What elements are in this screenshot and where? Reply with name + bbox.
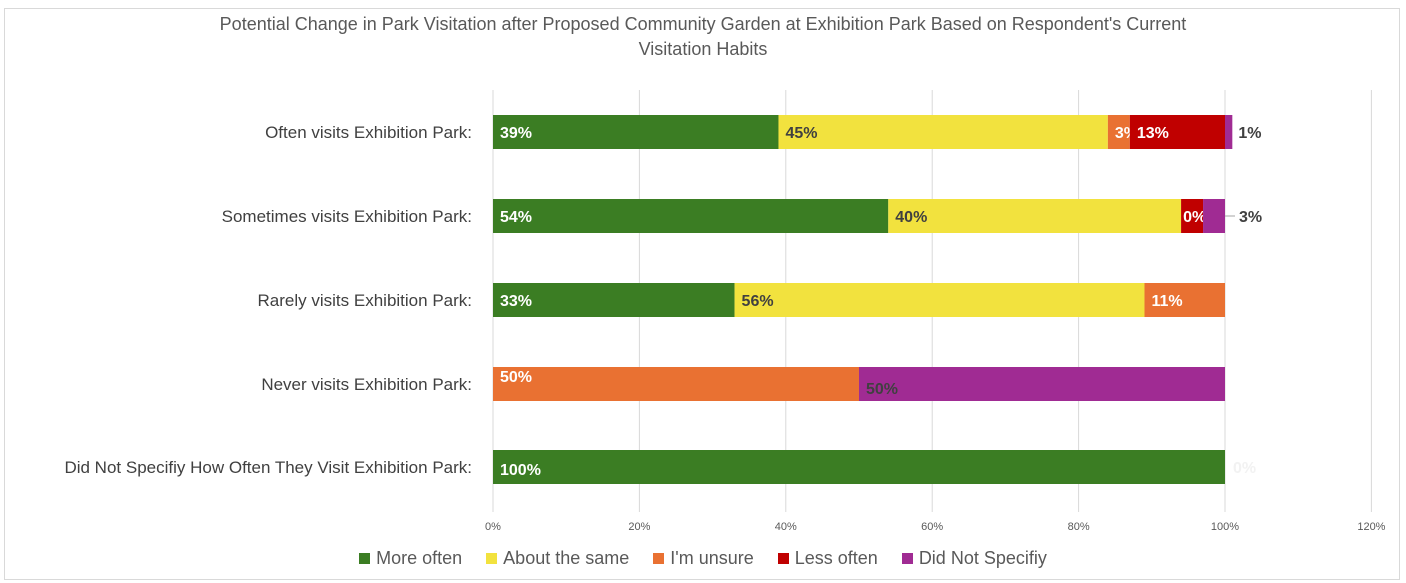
bar-segment: [493, 450, 1225, 484]
legend-swatch: [653, 553, 664, 564]
legend-label: More often: [376, 548, 462, 568]
legend-label: About the same: [503, 548, 629, 568]
bar-segment: [493, 367, 859, 401]
category-label: Sometimes visits Exhibition Park:: [222, 207, 472, 226]
bar-segment: [859, 367, 1225, 401]
legend-label: Less often: [795, 548, 878, 568]
x-tick-label: 120%: [1357, 521, 1385, 533]
data-label: 1%: [1238, 125, 1261, 142]
legend-item: More often: [359, 548, 462, 569]
category-label: Often visits Exhibition Park:: [265, 123, 472, 142]
data-label: 3%: [1239, 209, 1262, 226]
legend-swatch: [778, 553, 789, 564]
x-tick-label: 20%: [628, 521, 650, 533]
data-label: 11%: [1151, 293, 1182, 310]
category-label: Did Not Specifiy How Often They Visit Ex…: [64, 458, 472, 477]
bar-segment: [888, 199, 1181, 233]
data-label: 56%: [742, 293, 774, 310]
data-label: 50%: [500, 369, 532, 386]
legend-label: Did Not Specifiy: [919, 548, 1047, 568]
legend-swatch: [902, 553, 913, 564]
bar-segment: [735, 283, 1145, 317]
legend-item: About the same: [486, 548, 629, 569]
x-tick-label: 80%: [1068, 521, 1090, 533]
data-label: 54%: [500, 209, 532, 226]
bar-segment: [1203, 199, 1225, 233]
bar-segment: [493, 115, 778, 149]
data-label: 0%: [1233, 460, 1256, 477]
category-label: Rarely visits Exhibition Park:: [258, 291, 472, 310]
x-tick-label: 40%: [775, 521, 797, 533]
data-label: 0%: [1183, 209, 1206, 226]
data-label: 45%: [785, 125, 817, 142]
legend-item: Less often: [778, 548, 878, 569]
data-label: 33%: [500, 293, 532, 310]
data-label: 13%: [1137, 125, 1169, 142]
x-tick-label: 0%: [485, 521, 501, 533]
bar-segment: [1225, 115, 1232, 149]
x-tick-label: 60%: [921, 521, 943, 533]
category-label: Never visits Exhibition Park:: [261, 375, 472, 394]
legend-swatch: [486, 553, 497, 564]
legend-item: Did Not Specifiy: [902, 548, 1047, 569]
x-tick-label: 100%: [1211, 521, 1239, 533]
bar-segment: [778, 115, 1107, 149]
data-label: 40%: [895, 209, 927, 226]
legend-swatch: [359, 553, 370, 564]
legend-label: I'm unsure: [670, 548, 753, 568]
data-label: 39%: [500, 125, 532, 142]
data-label: 100%: [500, 462, 541, 479]
legend: More often About the same I'm unsure Less o…: [0, 548, 1406, 569]
legend-item: I'm unsure: [653, 548, 753, 569]
data-label: 50%: [866, 381, 898, 398]
bar-segment: [493, 199, 888, 233]
